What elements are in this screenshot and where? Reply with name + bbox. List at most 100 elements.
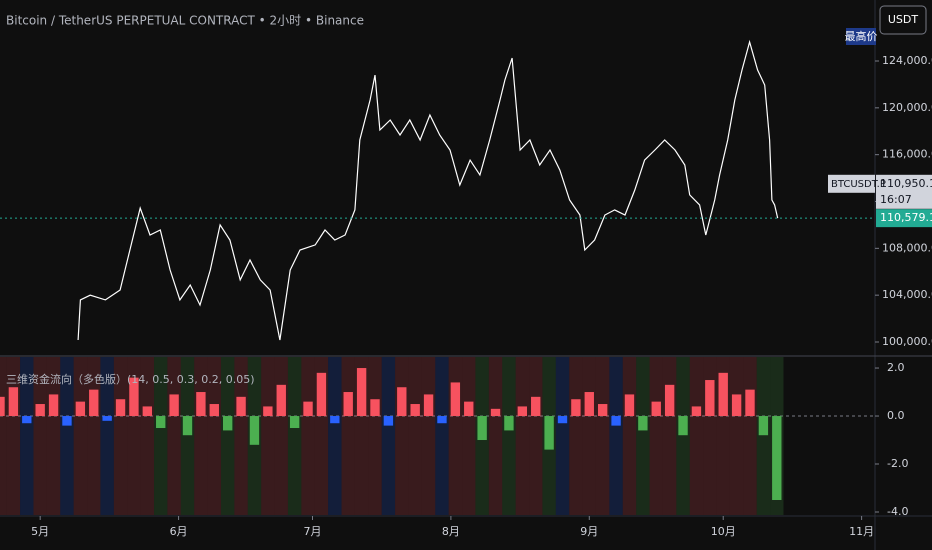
y-tick-label: -2.0: [887, 457, 908, 470]
price-line: [77, 39, 779, 341]
mark-price-countdown: 16:07: [880, 193, 912, 206]
histogram-bar: [490, 408, 501, 417]
background-band: [488, 357, 503, 515]
mark-price-label: 110,950.1: [880, 177, 932, 190]
background-band: [113, 357, 128, 515]
background-band: [140, 357, 155, 515]
background-band: [622, 357, 637, 515]
high-label-box: [846, 28, 876, 45]
background-band: [448, 357, 463, 515]
background-band: [395, 357, 409, 515]
background-band: [20, 357, 34, 515]
x-tick-label: 6月: [170, 525, 188, 538]
currency-button[interactable]: [879, 5, 927, 35]
histogram-bar: [611, 416, 621, 426]
histogram-bar: [557, 416, 568, 424]
histogram-bar: [544, 416, 554, 450]
x-tick-label: 9月: [580, 525, 598, 538]
mark-price-box: [876, 174, 932, 209]
histogram-bar: [129, 377, 139, 417]
background-band: [301, 357, 315, 515]
histogram-bar: [691, 406, 702, 417]
histogram-bar: [383, 416, 394, 426]
background-band: [609, 357, 623, 515]
histogram-bar: [745, 389, 755, 417]
background-band: [33, 357, 47, 515]
symbol-title: Bitcoin / TetherUS PERPETUAL CONTRACT • …: [6, 14, 364, 28]
y-tick-label: 120,000.0: [882, 101, 932, 114]
histogram-bar: [89, 389, 99, 417]
background-band: [220, 357, 235, 515]
histogram-bar: [289, 416, 300, 429]
histogram-bar: [705, 380, 715, 417]
histogram-bar: [437, 416, 447, 424]
symbol-label: BTCUSDT.P: [831, 179, 886, 190]
histogram-bar: [236, 396, 246, 417]
background-band: [368, 357, 382, 515]
y-tick-label: 104,000.0: [882, 288, 932, 301]
histogram-bar: [22, 416, 32, 424]
background-band: [529, 357, 543, 515]
histogram-bar: [182, 416, 193, 436]
y-tick-label: 2.0: [887, 361, 905, 374]
histogram-bar: [169, 394, 179, 417]
currency-label[interactable]: USDT: [888, 13, 919, 26]
background-band: [0, 357, 7, 515]
histogram-bar: [222, 416, 233, 431]
y-tick-label: -4.0: [887, 505, 908, 518]
histogram-bar: [102, 416, 112, 421]
background-band: [234, 357, 248, 515]
x-tick-label: 11月: [849, 525, 874, 538]
symbol-box: [828, 174, 875, 193]
histogram-bar: [423, 394, 434, 417]
histogram-bar: [450, 382, 461, 417]
background-band: [180, 357, 195, 515]
histogram-bar: [142, 406, 153, 417]
histogram-bar: [209, 404, 219, 417]
histogram-bar: [718, 372, 728, 417]
background-band: [328, 357, 342, 515]
histogram-bar: [597, 404, 608, 417]
background-band: [100, 357, 114, 515]
histogram-bar: [624, 394, 635, 417]
background-band: [729, 357, 744, 515]
background-band: [435, 357, 449, 515]
background-band: [676, 357, 690, 515]
y-tick-label: 124,000.0: [882, 54, 932, 67]
histogram-bar: [397, 387, 407, 417]
histogram-bar: [303, 401, 313, 417]
background-band: [756, 357, 771, 515]
histogram-bar: [772, 416, 782, 501]
histogram-bar: [356, 368, 367, 417]
x-tick-label: 5月: [31, 525, 49, 538]
histogram-bar: [115, 399, 126, 417]
histogram-bar: [531, 396, 541, 417]
histogram-bar: [651, 401, 661, 417]
histogram-bar: [316, 372, 327, 417]
background-band: [274, 357, 288, 515]
background-band: [462, 357, 476, 515]
histogram-bar: [8, 387, 19, 417]
histogram-bar: [249, 416, 260, 445]
background-band: [595, 357, 610, 515]
histogram-bar: [330, 416, 340, 424]
histogram-bar: [410, 404, 420, 417]
background-band: [582, 357, 596, 515]
background-band: [287, 357, 302, 515]
histogram-bar: [571, 399, 581, 417]
plot-layer: [0, 39, 875, 515]
background-band: [649, 357, 663, 515]
histogram-bar: [370, 399, 380, 417]
y-tick-label: 116,000.0: [882, 148, 932, 161]
background-band: [502, 357, 516, 515]
background-band: [381, 357, 396, 515]
histogram-bar: [504, 416, 514, 431]
background-band: [743, 357, 757, 515]
histogram-bar: [678, 416, 688, 436]
background-band: [154, 357, 168, 515]
histogram-bar: [638, 416, 648, 431]
histogram-bar: [75, 401, 86, 417]
background-band: [408, 357, 422, 515]
histogram-bar: [156, 416, 166, 429]
y-tick-label: 100,000.0: [882, 335, 932, 348]
